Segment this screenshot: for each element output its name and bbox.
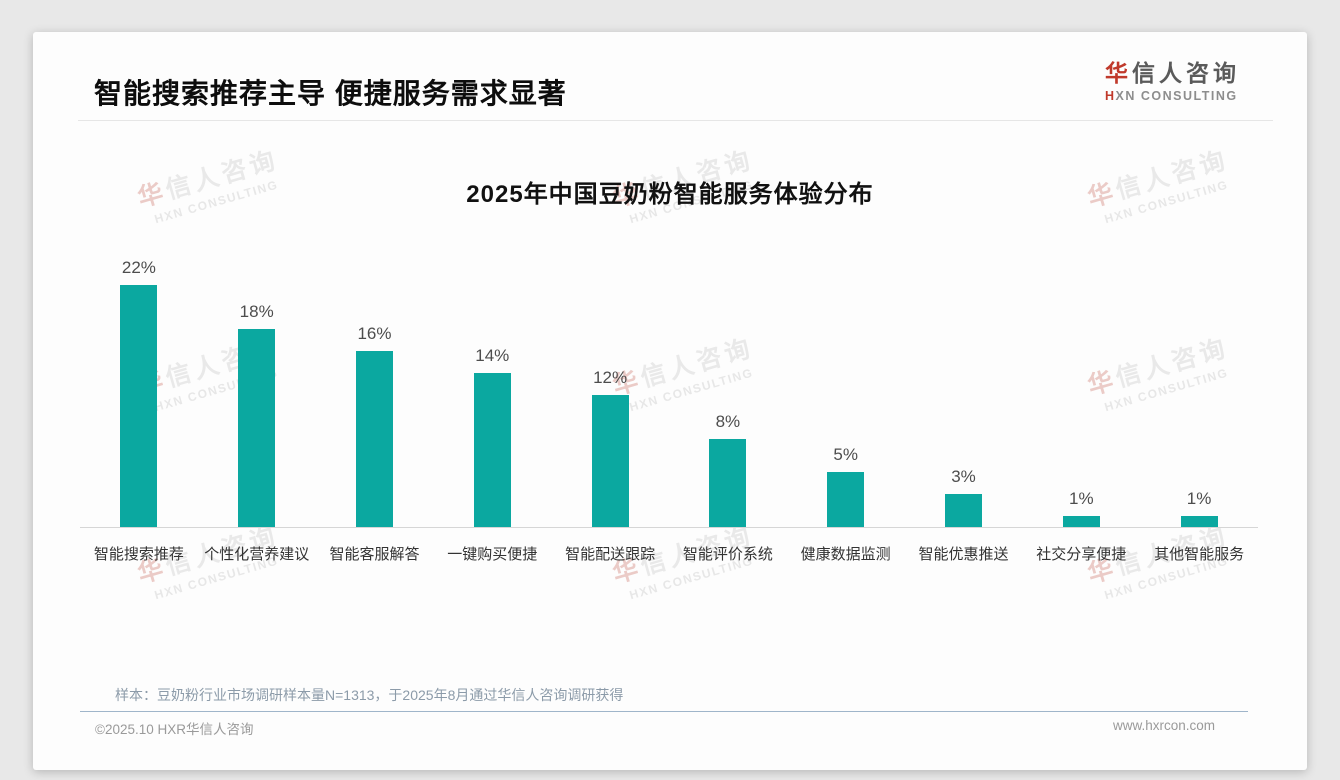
bar-value-label: 22% [121, 258, 156, 277]
brand-logo-cn-rest: 信人咨询 [1132, 60, 1240, 86]
bar-value-label: 3% [951, 467, 976, 486]
brand-logo-en: HXN CONSULTING [1105, 89, 1240, 103]
bar-column: 18% [198, 302, 316, 527]
chart-bars: 22% 18% 16% 14% 12% 8% 5% 3% 1% 1% [80, 209, 1258, 528]
bar-column: 16% [316, 324, 434, 527]
bar [827, 472, 865, 527]
chart: 2025年中国豆奶粉智能服务体验分布 22% 18% 16% 14% 12% 8% 5% 3%… [33, 174, 1307, 564]
brand-logo-cn-accent: 华 [1105, 60, 1132, 86]
bar [1180, 516, 1218, 527]
category-label: 智能优惠推送 [918, 546, 1009, 563]
category-label: 个性化营养建议 [204, 546, 310, 563]
bar-column: 8% [669, 412, 787, 527]
bar-column: 14% [433, 346, 551, 527]
sample-note: 样本：豆奶粉行业市场调研样本量N=1313，于2025年8月通过华信人咨询调研获… [115, 687, 624, 703]
bar-column: 3% [905, 467, 1023, 527]
footer: ©2025.10 HXR华信人咨询 www.hxrcon.com [95, 718, 1215, 738]
bar [944, 494, 982, 527]
bar-column: 1% [1140, 489, 1258, 527]
brand-logo: 华信人咨询 HXN CONSULTING [1105, 54, 1240, 103]
brand-logo-cn: 华信人咨询 [1105, 54, 1240, 88]
page-title: 智能搜索推荐主导 便捷服务需求显著 [94, 78, 567, 109]
bar [238, 329, 276, 527]
bar-column: 22% [80, 258, 198, 527]
bar-value-label: 18% [239, 302, 274, 321]
bar-value-label: 16% [357, 324, 392, 343]
chart-category-labels: 智能搜索推荐 个性化营养建议 智能客服解答 一键购买便捷 智能配送跟踪 智能评价系统 健康数… [80, 528, 1258, 564]
bar [473, 373, 511, 527]
bar [591, 395, 629, 527]
category-label: 智能搜索推荐 [93, 546, 184, 563]
footer-divider [80, 711, 1248, 712]
bar-column: 1% [1022, 489, 1140, 527]
category-label: 社交分享便捷 [1036, 546, 1127, 563]
bar [355, 351, 393, 527]
website-url: www.hxrcon.com [1112, 718, 1215, 733]
bar [709, 439, 747, 527]
report-card: 华信人咨询 HXN CONSULTING 华信人咨询 HXN CONSULTING 华信… [33, 32, 1307, 770]
bar-value-label: 5% [833, 445, 858, 464]
bar-value-label: 1% [1068, 489, 1094, 508]
header: 智能搜索推荐主导 便捷服务需求显著 华信人咨询 HXN CONSULTING [33, 32, 1307, 120]
category-label: 智能评价系统 [682, 546, 773, 563]
category-label: 智能配送跟踪 [565, 546, 656, 563]
copyright-text: ©2025.10 HXR华信人咨询 [95, 722, 254, 737]
category-label: 健康数据监测 [800, 546, 891, 563]
chart-title: 2025年中国豆奶粉智能服务体验分布 [466, 181, 874, 208]
bar-column: 12% [551, 368, 669, 527]
bar-value-label: 14% [475, 346, 510, 365]
bar [1062, 516, 1100, 527]
bar-value-label: 12% [593, 368, 628, 387]
bar-value-label: 8% [715, 412, 741, 431]
bar [120, 285, 158, 527]
brand-logo-en-accent: H [1105, 89, 1116, 103]
bar-column: 5% [787, 445, 905, 527]
category-label: 一键购买便捷 [447, 546, 538, 563]
category-label: 智能客服解答 [329, 546, 420, 563]
header-divider [78, 120, 1273, 121]
category-label: 其他智能服务 [1154, 546, 1245, 563]
bar-value-label: 1% [1186, 489, 1212, 508]
brand-logo-en-rest: XN CONSULTING [1115, 89, 1238, 103]
